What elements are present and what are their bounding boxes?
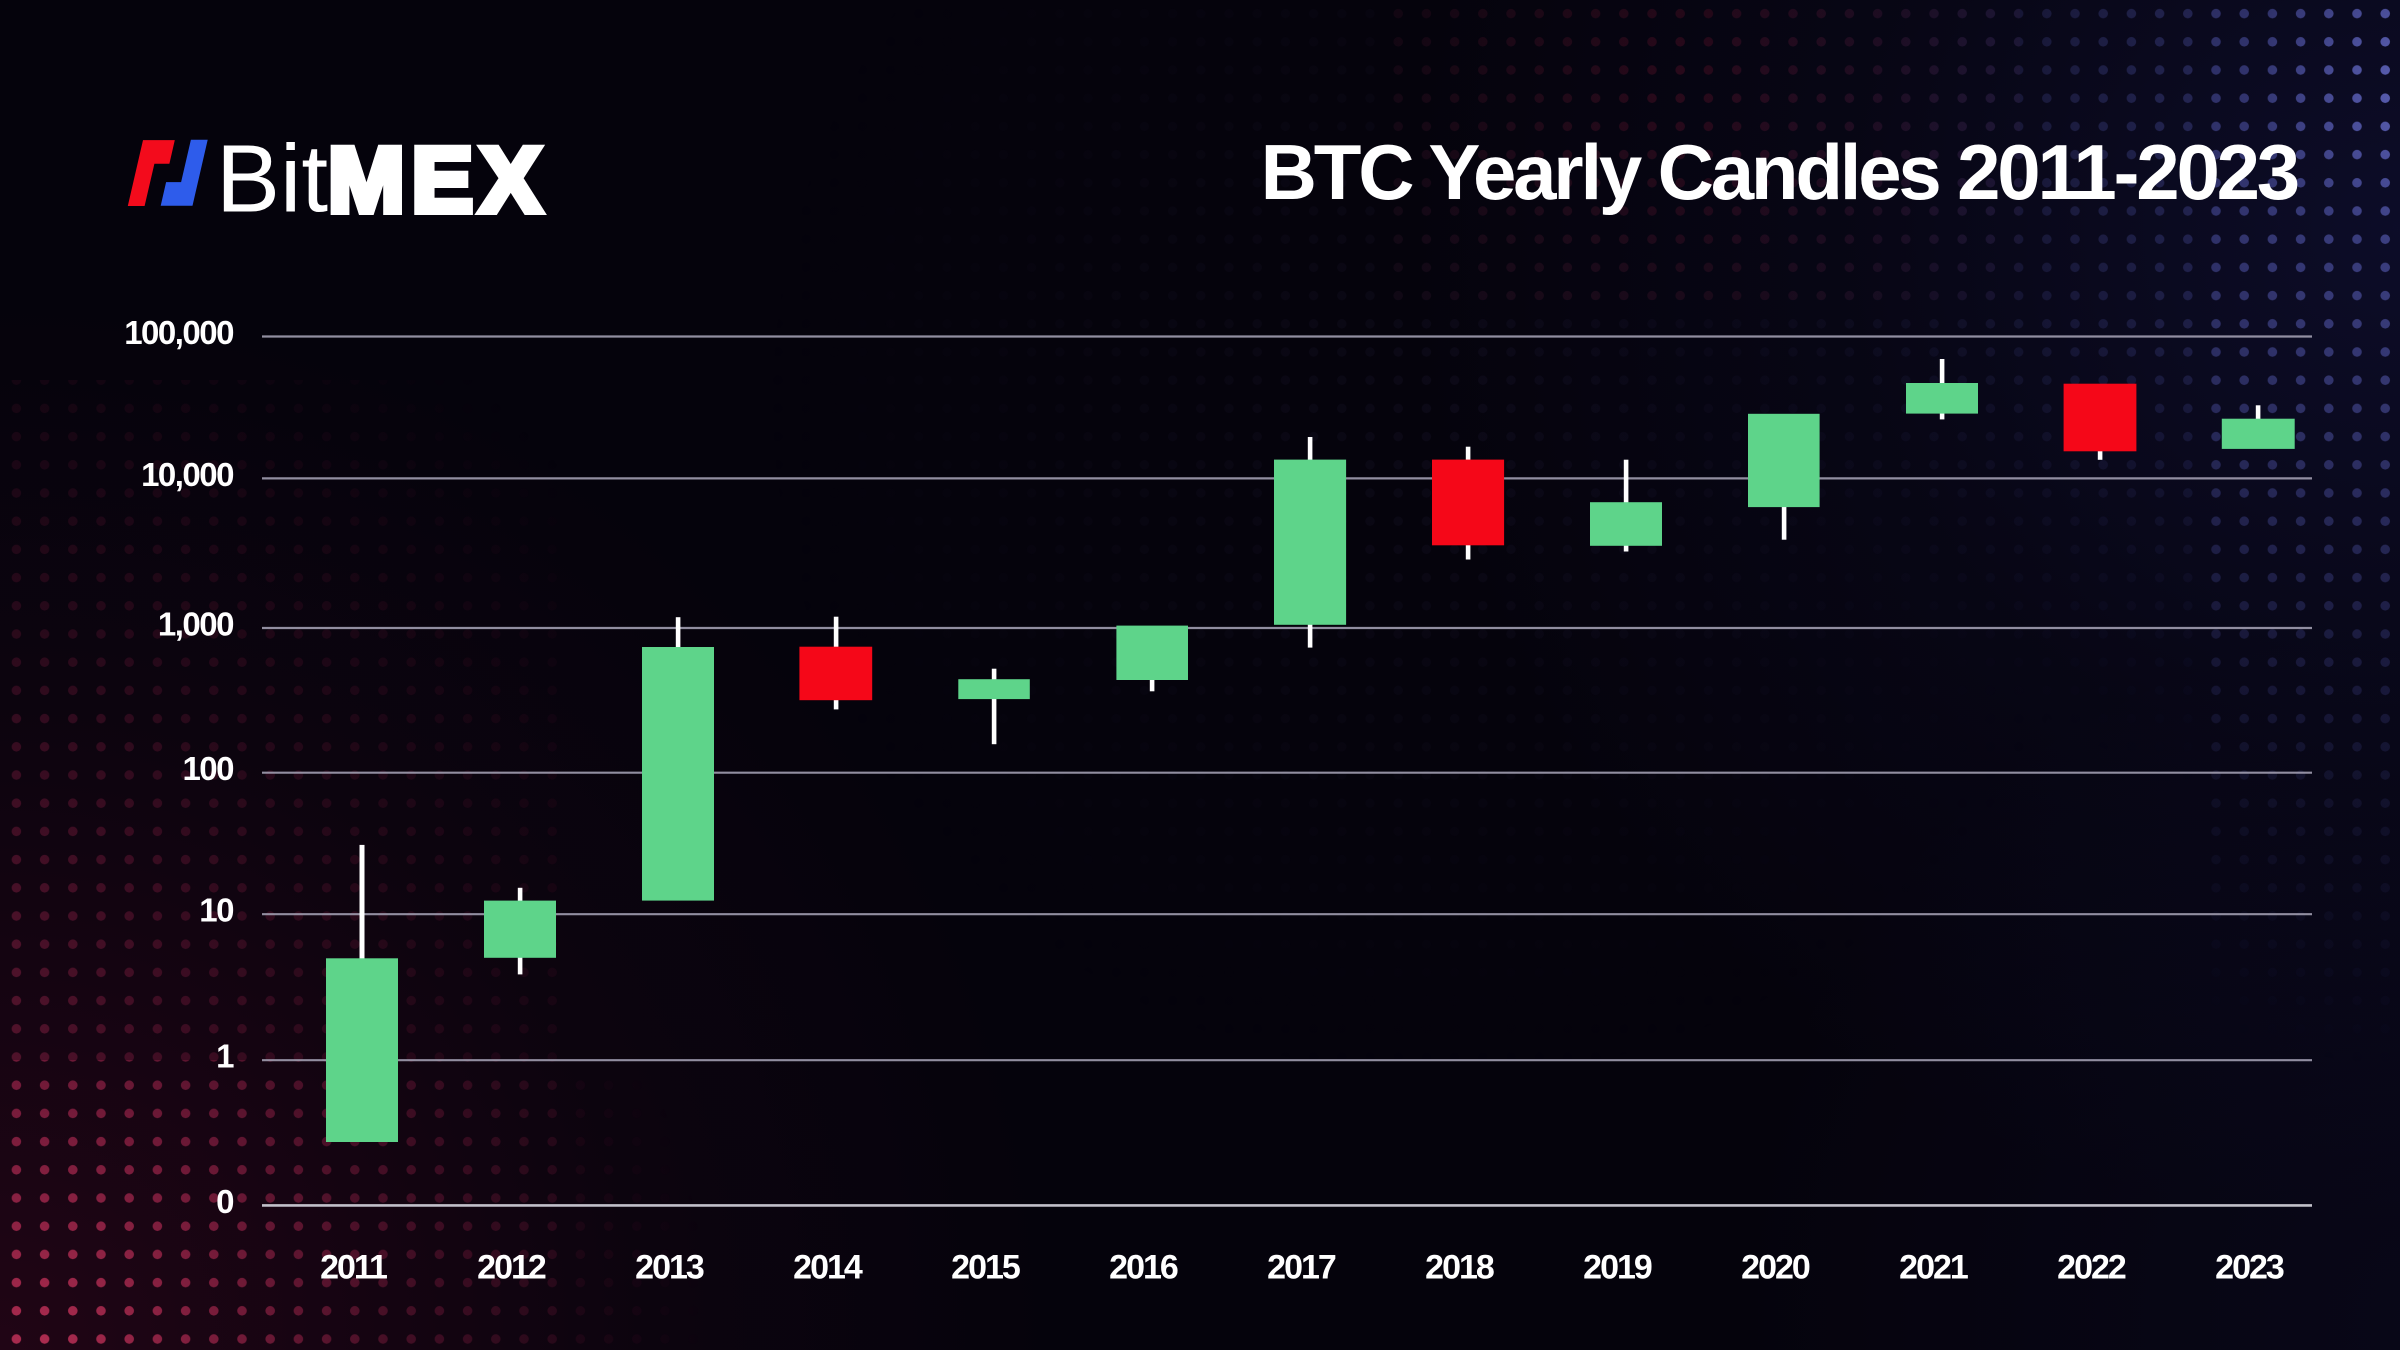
svg-text:2015: 2015 bbox=[951, 1248, 1020, 1286]
svg-text:2023: 2023 bbox=[2215, 1248, 2284, 1286]
svg-text:2013: 2013 bbox=[635, 1248, 704, 1286]
svg-text:BTC Yearly Candles 2011-2023: BTC Yearly Candles 2011-2023 bbox=[1261, 128, 2298, 216]
svg-text:2011: 2011 bbox=[320, 1248, 387, 1286]
svg-text:2020: 2020 bbox=[1741, 1248, 1810, 1286]
svg-text:10: 10 bbox=[199, 892, 233, 929]
svg-text:2022: 2022 bbox=[2057, 1248, 2126, 1286]
svg-text:BitMEX: BitMEX bbox=[216, 125, 548, 232]
svg-text:2017: 2017 bbox=[1267, 1248, 1336, 1286]
svg-text:2021: 2021 bbox=[1899, 1248, 1968, 1286]
svg-text:1,000: 1,000 bbox=[158, 606, 233, 643]
svg-text:100,000: 100,000 bbox=[124, 314, 233, 351]
svg-text:2012: 2012 bbox=[477, 1248, 546, 1286]
svg-text:2014: 2014 bbox=[793, 1248, 863, 1286]
svg-text:2019: 2019 bbox=[1583, 1248, 1652, 1286]
svg-text:10,000: 10,000 bbox=[141, 456, 233, 493]
svg-text:2018: 2018 bbox=[1425, 1248, 1494, 1286]
svg-text:2016: 2016 bbox=[1109, 1248, 1178, 1286]
svg-text:0: 0 bbox=[216, 1183, 233, 1220]
svg-text:1: 1 bbox=[216, 1038, 234, 1075]
svg-text:100: 100 bbox=[182, 750, 233, 787]
